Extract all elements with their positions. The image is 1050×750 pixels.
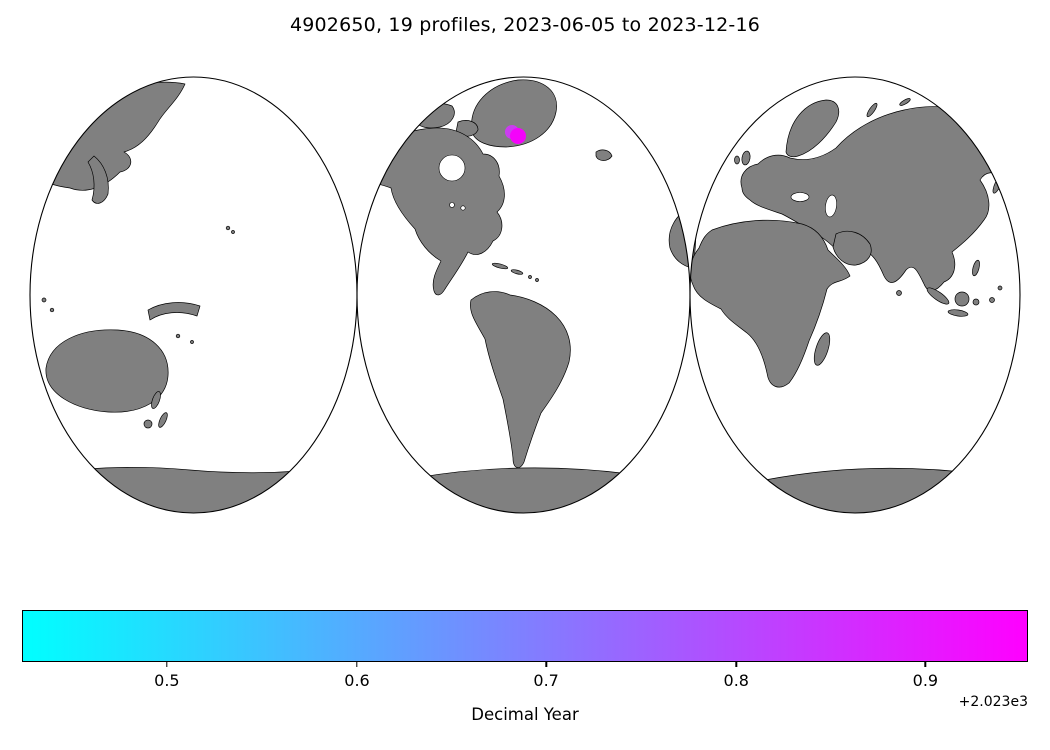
- island-madagascar: [813, 332, 831, 366]
- island-novaya-zemlya: [866, 102, 878, 118]
- island-sri-lanka: [896, 290, 902, 296]
- island-pacific-2: [231, 230, 235, 234]
- island-philippines: [972, 259, 980, 277]
- island-new-zealand-south: [158, 412, 168, 428]
- island-sulawesi: [972, 298, 980, 306]
- colorbar-gradient: [22, 610, 1028, 662]
- colorbar: 0.5 0.6 0.7 0.8 0.9 +2.023e3 Decimal Year: [22, 610, 1028, 745]
- continent-alaska-tip: [317, 115, 351, 144]
- island-pacific-1: [225, 225, 231, 231]
- continent-greenland: [471, 79, 557, 148]
- islands-canadian-arctic-1: [415, 103, 455, 129]
- hudson-bay: [438, 154, 466, 182]
- colorbar-tick-label: 0.7: [533, 671, 559, 690]
- island-caribbean-2: [535, 278, 539, 282]
- land-layer: [30, 79, 1009, 513]
- island-iceland: [595, 149, 613, 161]
- colorbar-axis-label: Decimal Year: [471, 705, 579, 724]
- colorbar-tick-label: 0.6: [344, 671, 370, 690]
- island-pacific-3: [175, 333, 181, 339]
- continent-ne-asia: [35, 81, 186, 191]
- island-sumatra: [926, 287, 950, 305]
- island-java: [947, 309, 969, 317]
- colorbar-tick-label: 0.5: [154, 671, 180, 690]
- island-britain: [741, 150, 751, 166]
- colorbar-tick-mark: [735, 662, 737, 667]
- lobe-outline-right: [689, 76, 1021, 514]
- continent-north-america: [365, 127, 505, 296]
- continent-arabia: [832, 230, 872, 266]
- island-indonesia-1: [989, 297, 995, 303]
- island-japan: [87, 155, 109, 204]
- figure-title: 4902650, 19 profiles, 2023-06-05 to 2023…: [289, 14, 761, 36]
- colorbar-tick-mark: [545, 662, 547, 667]
- profile-markers: [505, 125, 526, 144]
- island-ireland: [734, 155, 740, 165]
- island-cuba: [491, 262, 509, 270]
- antarctica-center: [404, 467, 646, 513]
- continent-south-america: [470, 291, 571, 468]
- great-lake-2: [460, 205, 466, 211]
- colorbar-tick-mark: [924, 662, 927, 667]
- island-pacific-6: [49, 307, 55, 313]
- island-hispaniola: [510, 269, 524, 275]
- colorbar-tick-label: 0.9: [912, 671, 939, 690]
- island-indonesia-2: [997, 285, 1003, 291]
- island-pacific-5: [41, 297, 47, 303]
- island-pacific-4: [190, 340, 194, 344]
- island-severnaya: [899, 98, 911, 106]
- antarctica-left: [30, 465, 361, 513]
- great-lake-1: [449, 202, 455, 208]
- world-map: [29, 76, 1021, 514]
- continent-australia: [45, 329, 169, 413]
- continent-africa: [689, 219, 851, 388]
- island-japan-right-2: [1000, 161, 1008, 175]
- continent-scandinavia: [785, 99, 840, 158]
- black-sea: [790, 192, 810, 202]
- lobe-outlines: [29, 76, 1021, 514]
- island-caribbean-1: [528, 275, 532, 279]
- island-new-zealand-north: [151, 391, 161, 409]
- colorbar-offset-text: +2.023e3: [958, 694, 1028, 710]
- antarctica-right: [754, 467, 996, 513]
- colorbar-tick-mark: [166, 662, 168, 667]
- island-borneo: [954, 291, 970, 307]
- profile-location-marker: [510, 128, 526, 144]
- colorbar-tick-label: 0.8: [723, 671, 749, 690]
- caspian-sea: [825, 194, 837, 218]
- island-tasmania: [143, 419, 153, 429]
- colorbar-ticks: 0.5 0.6 0.7 0.8 0.9: [22, 610, 1028, 745]
- island-new-guinea: [147, 302, 201, 321]
- colorbar-tick-mark: [356, 662, 358, 667]
